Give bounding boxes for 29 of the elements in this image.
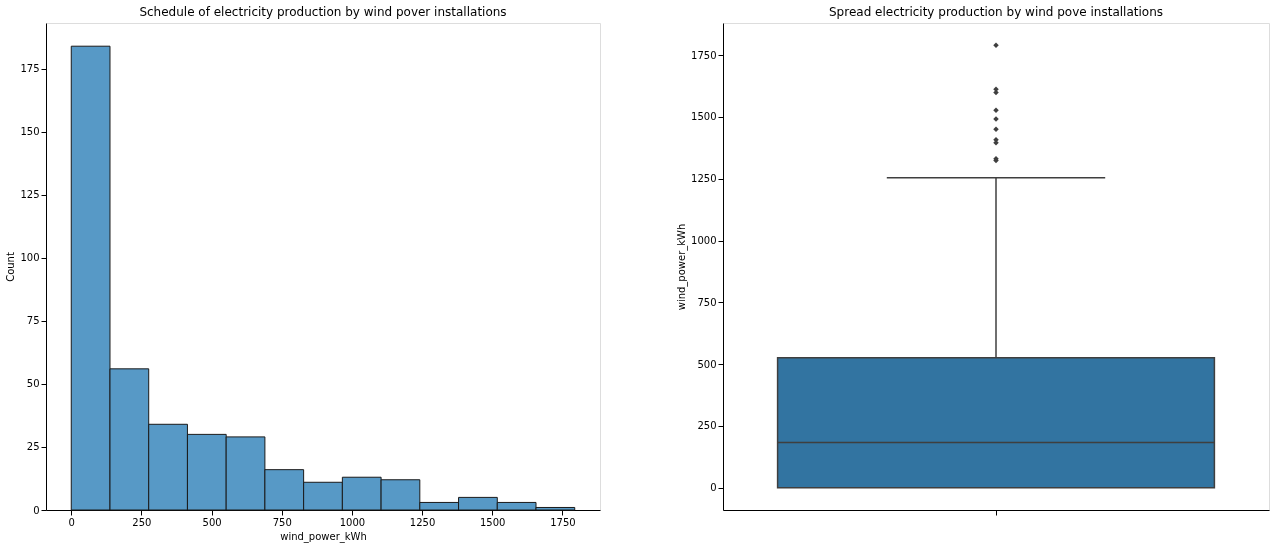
- x-tick-label: 750: [272, 516, 292, 528]
- y-tick-label: 150: [20, 126, 40, 138]
- x-tick-label: 500: [202, 516, 222, 528]
- y-tick-label: 175: [20, 63, 40, 75]
- y-tick-label: 0: [710, 482, 717, 494]
- y-tick-label: 50: [26, 378, 40, 390]
- y-tick-label: 1250: [691, 173, 717, 185]
- x-tick-label: 1750: [550, 516, 576, 528]
- x-axis-title: wind_power_kWh: [280, 530, 367, 543]
- y-tick-label: 0: [33, 504, 40, 516]
- x-tick-label: 1500: [480, 516, 506, 528]
- y-tick-label: 1750: [691, 49, 717, 61]
- y-tick-label: 100: [20, 252, 40, 264]
- y-axis-title: Count: [5, 252, 17, 282]
- x-tick-label: 0: [68, 516, 75, 528]
- y-tick-label: 1000: [691, 235, 717, 247]
- x-tick-label: 250: [132, 516, 152, 528]
- y-tick-label: 750: [697, 296, 717, 308]
- chart-title: Schedule of electricity production by wind pover installations: [139, 5, 507, 19]
- y-tick-label: 75: [26, 315, 40, 327]
- chart-title: Spread electricity production by wind pove installations: [828, 5, 1164, 19]
- x-tick-label: 1000: [339, 516, 366, 528]
- y-tick-label: 500: [697, 358, 717, 370]
- y-tick-label: 250: [697, 420, 717, 432]
- y-tick-label: 1500: [691, 111, 717, 123]
- x-tick-label: 1250: [409, 516, 436, 528]
- y-tick-label: 125: [20, 189, 40, 201]
- y-axis-title: wind_power_kWh: [676, 223, 689, 311]
- y-tick-label: 25: [26, 441, 40, 453]
